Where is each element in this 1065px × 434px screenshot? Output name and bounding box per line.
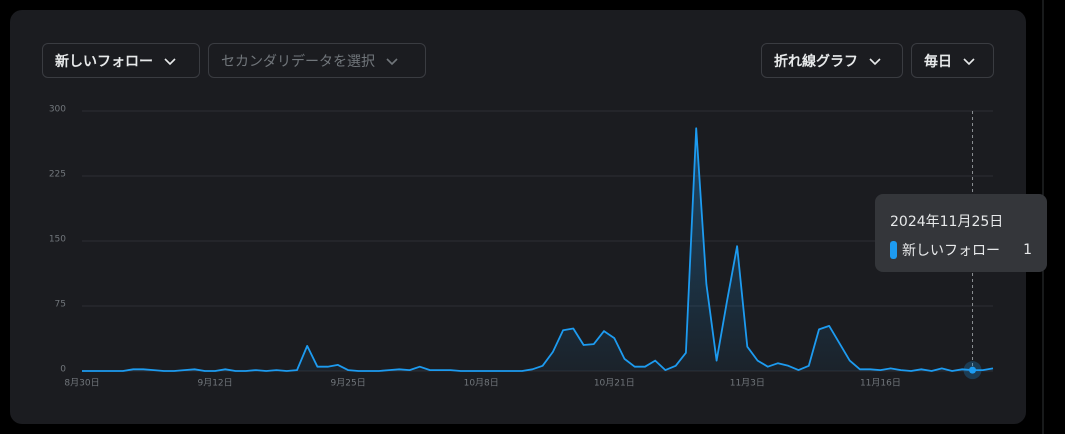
y-tick-label: 300 bbox=[49, 105, 66, 115]
x-tick-label: 11月16日 bbox=[860, 378, 901, 389]
legend-swatch bbox=[890, 241, 897, 259]
x-tick-label: 8月30日 bbox=[64, 378, 99, 389]
line bbox=[82, 127, 994, 372]
label: 新しいフォロー bbox=[55, 53, 153, 70]
tooltip-value: 1 bbox=[1023, 242, 1032, 258]
label: 折れ線グラフ bbox=[774, 53, 858, 70]
label: 毎日 bbox=[924, 53, 952, 70]
chevron bbox=[963, 57, 975, 65]
y-tick-label: 150 bbox=[49, 235, 66, 245]
tooltip: 2024年11月25日 新しいフォロー 1 bbox=[875, 194, 1047, 272]
x-tick-label: 9月25日 bbox=[331, 378, 366, 389]
panel bbox=[10, 10, 1026, 424]
tooltip-series: 新しいフォロー bbox=[902, 243, 1000, 259]
secondary-dropdown[interactable]: セカンダリデータを選択 bbox=[208, 43, 426, 78]
x-tick-label: 10月21日 bbox=[594, 378, 635, 389]
label: セカンダリデータを選択 bbox=[221, 53, 375, 70]
x-tick-label: 9月12日 bbox=[197, 378, 232, 389]
y-tick-label: 225 bbox=[49, 170, 66, 180]
hover-point bbox=[969, 366, 977, 374]
y-tick-label: 75 bbox=[55, 300, 66, 310]
x-tick-label: 11月3日 bbox=[730, 378, 765, 389]
chevron bbox=[869, 57, 881, 65]
chevron bbox=[164, 57, 176, 65]
interval-dropdown[interactable]: 毎日 bbox=[911, 43, 994, 78]
chart-type-dropdown[interactable]: 折れ線グラフ bbox=[761, 43, 903, 78]
area bbox=[82, 128, 993, 371]
chevron bbox=[386, 57, 398, 65]
x-tick-label: 10月8日 bbox=[464, 378, 499, 389]
y-tick-label: 0 bbox=[60, 365, 66, 375]
tooltip-title: 2024年11月25日 bbox=[890, 214, 1004, 230]
metric-dropdown[interactable]: 新しいフォロー bbox=[42, 43, 200, 78]
